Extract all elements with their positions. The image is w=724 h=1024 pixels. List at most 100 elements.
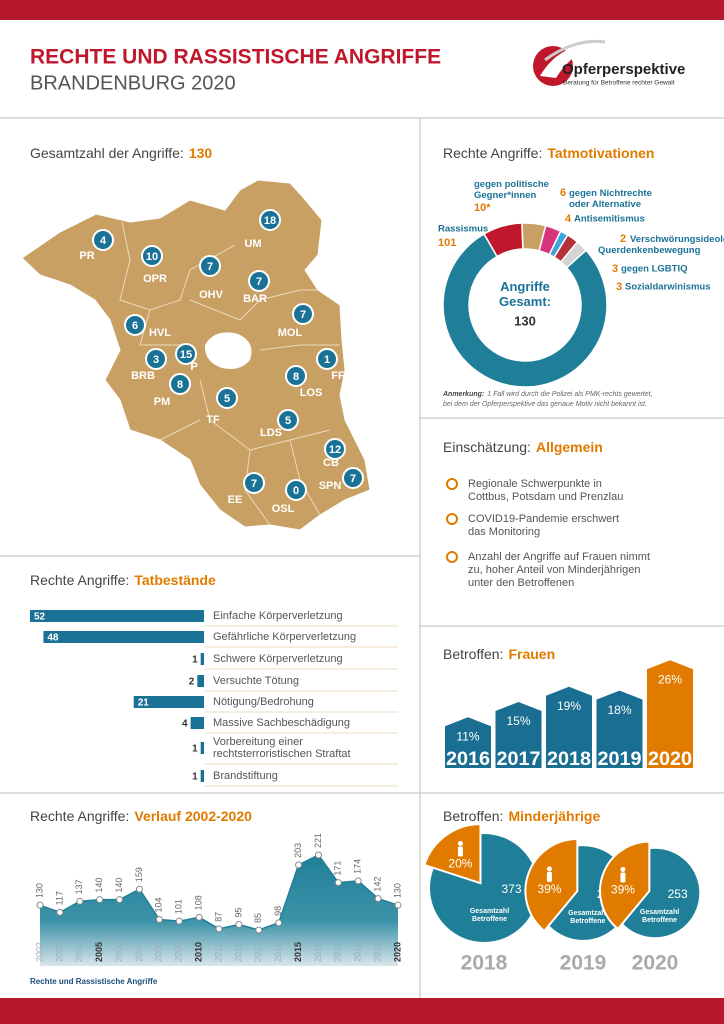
value-label: 39%	[537, 882, 561, 896]
person-icon	[546, 871, 552, 882]
region-badge	[92, 229, 114, 251]
region-value: 5	[224, 393, 230, 405]
chart-title: Rechte Angriffe: Tatbestände	[30, 572, 216, 588]
bar	[546, 686, 592, 768]
title-focus: Minderjährige	[508, 808, 600, 824]
region-label: EE	[228, 494, 243, 506]
x-tick-label: 2017	[497, 749, 541, 770]
area-fill	[40, 855, 398, 966]
note: Anmerkung: 1 Fall wird durch die Polizei …	[442, 391, 653, 408]
chart-title: Rechte Angriffe: Tatmotivationen	[443, 145, 654, 161]
region-badge	[175, 343, 197, 365]
point	[195, 913, 203, 921]
region-label: OHV	[199, 289, 224, 301]
region-value: 6	[132, 320, 138, 332]
title-lead: Einschätzung:	[443, 439, 531, 455]
category-label: Massive Sachbeschädigung	[213, 717, 350, 729]
center-value: 130	[514, 313, 536, 328]
x-tick-label: 2002	[34, 942, 44, 962]
title-focus: Verlauf 2002-2020	[134, 808, 252, 824]
category-label: 2019	[560, 952, 607, 975]
bar	[596, 690, 643, 768]
bar	[30, 610, 204, 622]
region-badge	[259, 209, 281, 231]
region-value: 7	[251, 478, 257, 490]
region-label: TF	[206, 414, 220, 426]
region-label: OSL	[272, 503, 295, 515]
value-label: 101	[174, 899, 184, 914]
region-label: LOS	[300, 387, 323, 399]
point	[275, 919, 283, 927]
category-label: Sozialdarwinismus	[625, 282, 711, 293]
point	[96, 896, 104, 904]
category-label: Rassismus	[438, 224, 488, 235]
region-label: OPR	[143, 273, 167, 285]
region-badge	[124, 314, 146, 336]
value-label: 26%	[658, 672, 682, 686]
chart-title: Rechte Angriffe: Verlauf 2002-2020	[30, 808, 252, 824]
point	[175, 917, 183, 925]
x-tick-label: 2007	[134, 942, 144, 962]
point	[155, 916, 163, 924]
value-label: 142	[372, 877, 382, 892]
value-label: 18%	[607, 703, 631, 717]
value-label: 140	[94, 878, 104, 893]
person-icon	[457, 846, 463, 857]
x-tick-label: 2003	[54, 942, 64, 962]
total-caption: Gesamtzahl Betroffene	[640, 909, 679, 924]
legend-label: Rechte und Rassistische Angriffe	[30, 977, 158, 986]
region-badge	[292, 303, 314, 325]
region-label: FF	[331, 370, 345, 382]
value-label: 159	[134, 867, 144, 882]
title-focus: Tatbestände	[134, 572, 216, 588]
title-lead: Betroffen:	[443, 808, 503, 824]
title-focus: Frauen	[508, 646, 555, 662]
x-tick-label: 2020	[648, 749, 692, 770]
x-tick-label: 2020	[392, 942, 402, 962]
title-focus: 130	[189, 145, 213, 161]
value-label: 4	[565, 213, 572, 225]
region-label: BRB	[131, 370, 155, 382]
value-label: 137	[74, 879, 84, 894]
bar	[190, 717, 204, 729]
region-badge	[342, 467, 364, 489]
title-lead: Gesamtzahl der Angriffe:	[30, 145, 184, 161]
region-badge	[141, 245, 163, 267]
person-icon	[620, 866, 626, 872]
bar	[200, 770, 204, 782]
bar	[133, 696, 204, 708]
share-slice	[524, 838, 579, 933]
bottom-bar	[0, 998, 724, 1024]
point	[135, 885, 143, 893]
value-label: 87	[213, 912, 223, 922]
assessment-item: Anzahl der Angriffe auf Frauen nimmt zu, …	[468, 551, 650, 589]
region-badge	[324, 438, 346, 460]
category-label: Brandstiftung	[213, 770, 278, 782]
region-label: SPN	[319, 480, 342, 492]
region-badge	[199, 255, 221, 277]
x-tick-label: 2015	[293, 942, 303, 962]
point	[36, 901, 44, 909]
value-label: 98	[273, 906, 283, 916]
logo-tagline: Beratung für Betroffene rechter Gewalt	[563, 80, 675, 87]
title-focus: Tatmotivationen	[547, 145, 654, 161]
value-label: 130	[392, 883, 402, 898]
region-value: 5	[285, 415, 291, 427]
value-label: 2	[189, 677, 195, 688]
region-badge	[316, 348, 338, 370]
region-value: 7	[256, 276, 262, 288]
assessment-item: Regionale Schwerpunkte in Cottbus, Potsda…	[468, 478, 623, 503]
total-caption: Gesamtzahl Betroffene	[470, 908, 509, 923]
section-title: Einschätzung: Allgemein	[443, 439, 603, 455]
value-label: 104	[154, 897, 164, 912]
value-label: 1	[192, 655, 198, 666]
value-label: 3	[616, 281, 622, 293]
page-title: RECHTE UND RASSISTISCHE ANGRIFFE	[30, 46, 441, 69]
x-tick-label: 2006	[114, 942, 124, 962]
share-slice	[423, 823, 482, 885]
chart-title: Betroffen: Minderjährige	[443, 808, 600, 824]
region-label: PR	[79, 250, 94, 262]
value-label: 85	[253, 913, 263, 923]
logo: Opferperspektive Beratung für Betroffene…	[533, 39, 685, 87]
